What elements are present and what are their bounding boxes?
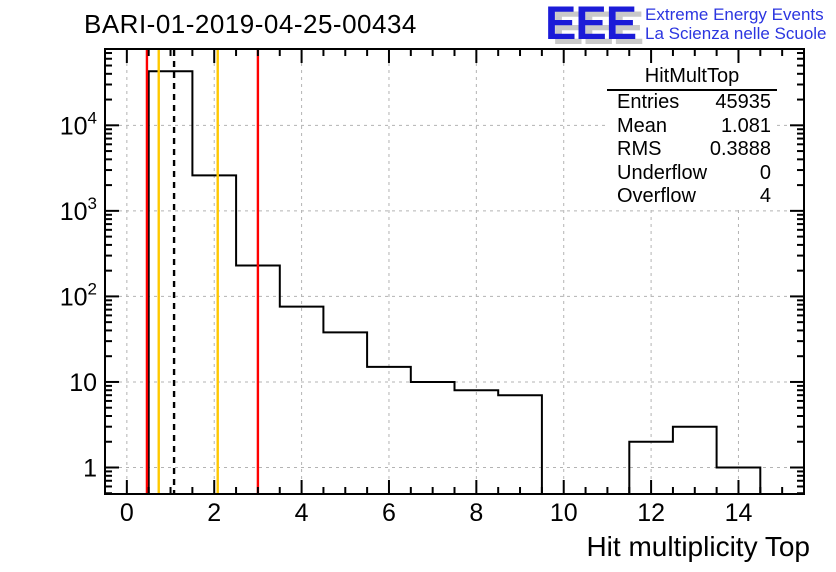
stats-value: 0 — [759, 161, 771, 184]
stats-value: 1.081 — [720, 114, 771, 137]
stats-value: 0.3888 — [709, 138, 771, 160]
stats-label: Mean — [617, 114, 668, 137]
x-axis-title: Hit multiplicity Top — [586, 531, 810, 562]
histogram-line — [105, 70, 804, 495]
x-tick-label: 8 — [469, 499, 483, 527]
y-tick-label: 10 — [69, 369, 97, 397]
eee-logo: EEE Extreme Energy Events La Scienza nel… — [545, 0, 827, 49]
stats-row-rms: RMS 0.3888 — [607, 138, 777, 162]
y-tick-label: 102 — [60, 279, 97, 311]
stats-label: Underflow — [617, 161, 708, 184]
stats-row-underflow: Underflow 0 — [607, 162, 777, 186]
eee-logo-line1: Extreme Energy Events — [645, 5, 824, 24]
eee-logo-line2: La Scienza nelle Scuole — [645, 24, 827, 43]
stats-label: Entries — [617, 91, 680, 113]
x-tick-label: 14 — [725, 499, 753, 527]
stats-row-overflow: Overflow 4 — [607, 185, 777, 209]
eee-logo-letters: EEE — [545, 0, 637, 49]
y-tick-label: 1 — [83, 454, 97, 482]
stats-box-title: HitMultTop — [607, 63, 777, 91]
stats-label: Overflow — [617, 185, 696, 207]
stats-label: RMS — [617, 138, 662, 160]
stats-row-mean: Mean 1.081 — [607, 115, 777, 139]
eee-logo-text: Extreme Energy Events La Scienza nelle S… — [645, 2, 826, 43]
stats-row-entries: Entries 45935 — [607, 91, 777, 115]
y-tick-label: 104 — [60, 108, 97, 140]
stats-value: 45935 — [715, 91, 771, 113]
x-tick-label: 10 — [550, 499, 578, 527]
x-tick-label: 6 — [382, 499, 396, 527]
x-tick-label: 2 — [207, 499, 221, 527]
stats-box: HitMultTop Entries 45935 Mean 1.081 RMS … — [607, 63, 777, 209]
stats-value: 4 — [759, 185, 771, 207]
x-tick-label: 0 — [120, 499, 134, 527]
x-tick-label: 12 — [637, 499, 665, 527]
x-tick-label: 4 — [295, 499, 309, 527]
y-tick-label: 103 — [60, 194, 97, 226]
page-title: BARI-01-2019-04-25-00434 — [84, 9, 417, 39]
